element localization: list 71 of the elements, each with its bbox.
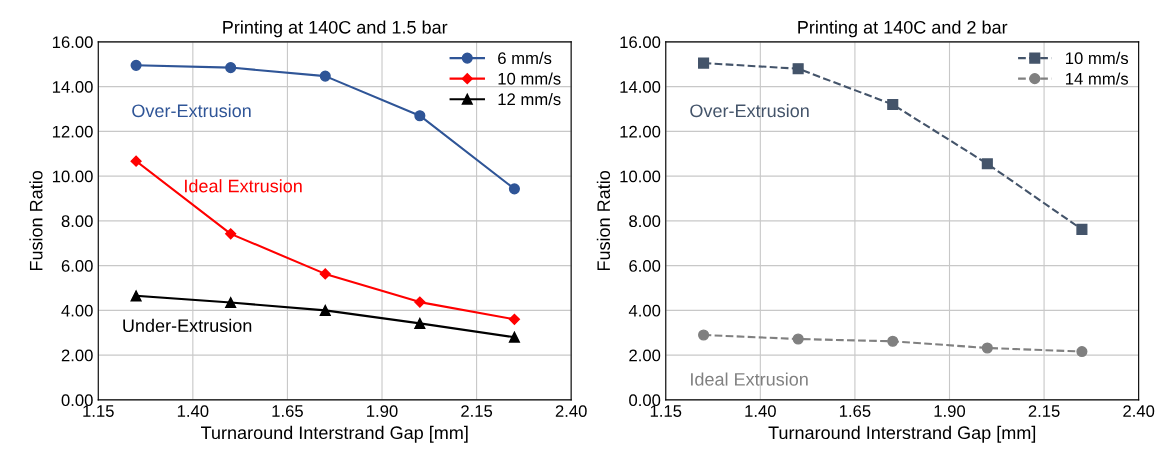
point bbox=[319, 268, 331, 280]
point bbox=[319, 304, 331, 316]
y-tick-label: 14.00 bbox=[620, 81, 661, 93]
legend-label: 12 mm/s bbox=[498, 92, 561, 106]
point bbox=[225, 228, 237, 240]
y-tick-label: 4.00 bbox=[628, 304, 661, 317]
point bbox=[414, 110, 426, 122]
point bbox=[130, 290, 142, 302]
x-axis-title: Turnaround Interstrand Gap [mm] bbox=[768, 425, 1036, 443]
y-tick-label: 2.00 bbox=[61, 349, 93, 362]
legend-label: 14 mm/s bbox=[1066, 72, 1129, 85]
x-tick-label: 1.40 bbox=[745, 405, 776, 417]
annotation: Over-Extrusion bbox=[690, 103, 809, 118]
x-tick-label: 1.90 bbox=[934, 405, 966, 417]
x-tick-label: 1.15 bbox=[83, 405, 114, 417]
legend-label: 10 mm/s bbox=[1066, 51, 1129, 65]
point bbox=[508, 331, 520, 343]
point bbox=[792, 333, 804, 345]
point bbox=[414, 296, 426, 308]
point bbox=[508, 183, 520, 195]
point bbox=[414, 317, 426, 329]
point bbox=[225, 296, 237, 309]
chart-title: Printing at 140C and 2 bar bbox=[798, 20, 1008, 38]
y-tick-label: 2.00 bbox=[629, 349, 661, 362]
y-tick-label: 16.00 bbox=[620, 36, 661, 49]
y-tick-label: 14.00 bbox=[52, 81, 93, 93]
annotation: Ideal Extrusion bbox=[185, 179, 302, 193]
point bbox=[981, 158, 993, 170]
y-tick-label: 8.00 bbox=[629, 215, 661, 228]
point bbox=[698, 329, 710, 341]
y-tick-label: 12.00 bbox=[620, 125, 661, 138]
legend-label: 10 mm/s bbox=[498, 72, 561, 85]
y-tick-label: 10.00 bbox=[52, 170, 93, 183]
x-tick-label: 1.65 bbox=[839, 405, 871, 417]
x-tick-label: 2.15 bbox=[1028, 405, 1060, 417]
y-axis-title: Fusion Ratio bbox=[29, 170, 43, 271]
x-tick-label: 2.15 bbox=[461, 405, 493, 417]
legend-label: 6 mm/s bbox=[498, 51, 552, 65]
point bbox=[508, 313, 521, 325]
point bbox=[887, 335, 899, 347]
y-axis-title: Fusion Ratio bbox=[596, 170, 611, 271]
x-tick-label: 1.65 bbox=[272, 405, 303, 417]
x-tick-label: 1.15 bbox=[650, 405, 682, 417]
y-tick-label: 16.00 bbox=[52, 36, 93, 49]
annotation: Over-Extrusion bbox=[132, 103, 251, 118]
x-tick-label: 2.40 bbox=[1123, 405, 1155, 417]
x-tick-label: 1.90 bbox=[367, 405, 398, 417]
x-tick-label: 1.40 bbox=[177, 405, 209, 417]
chart-title: Printing at 140C and 1.5 bar bbox=[223, 20, 448, 38]
point bbox=[1076, 223, 1088, 235]
point bbox=[887, 98, 899, 111]
y-tick-label: 6.00 bbox=[629, 260, 661, 272]
annotation: Ideal Extrusion bbox=[691, 372, 808, 386]
point bbox=[319, 70, 331, 82]
x-axis-title: Turnaround Interstrand Gap [mm] bbox=[201, 425, 468, 443]
y-tick-label: 0.00 bbox=[629, 394, 661, 407]
point bbox=[698, 57, 710, 69]
annotation: Under-Extrusion bbox=[123, 318, 252, 333]
y-tick-label: 4.00 bbox=[61, 304, 93, 317]
point bbox=[225, 62, 237, 74]
point bbox=[792, 63, 804, 75]
point bbox=[1076, 346, 1088, 358]
point bbox=[981, 342, 993, 354]
y-tick-label: 6.00 bbox=[61, 260, 93, 272]
y-tick-label: 0.00 bbox=[61, 394, 93, 407]
y-tick-label: 12.00 bbox=[52, 125, 93, 138]
y-tick-label: 8.00 bbox=[61, 215, 93, 228]
y-tick-label: 10.00 bbox=[620, 170, 661, 183]
point bbox=[130, 155, 142, 167]
point bbox=[130, 59, 142, 71]
x-tick-label: 2.40 bbox=[555, 405, 587, 417]
